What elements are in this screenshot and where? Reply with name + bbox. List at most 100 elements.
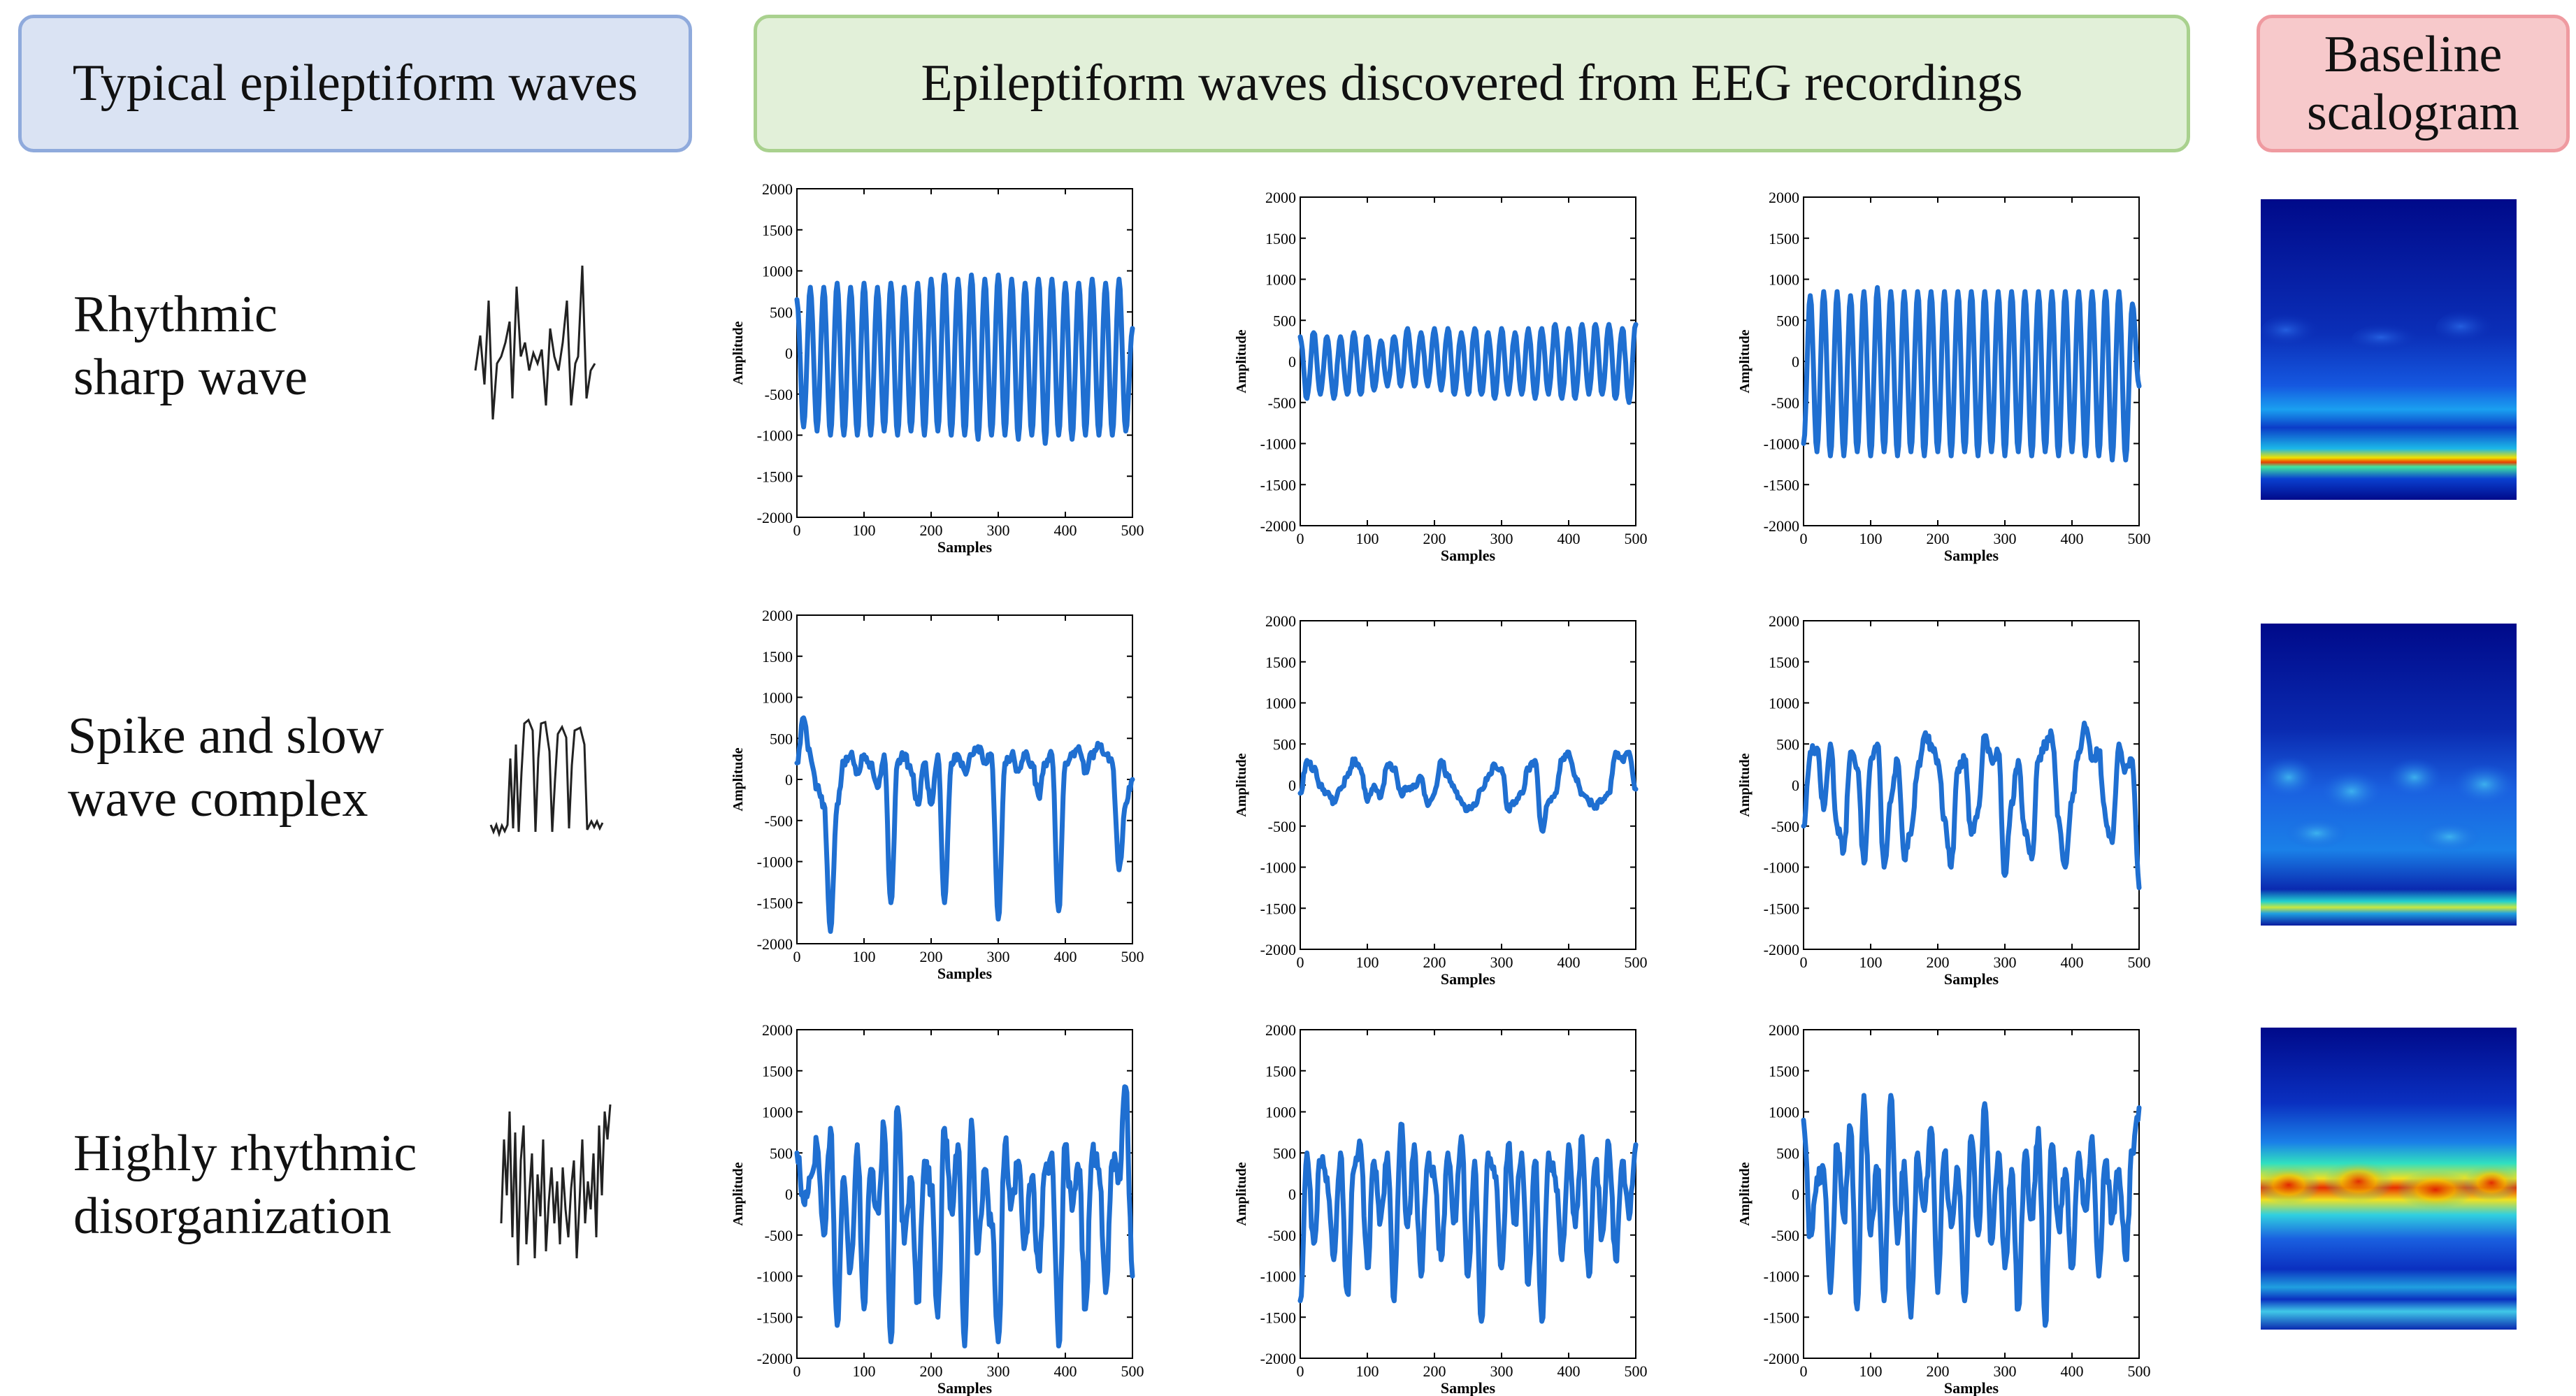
sketch-spike-slow-wave	[489, 718, 604, 837]
x-tick-label: 200	[1927, 954, 1950, 971]
y-tick-label: -2000	[757, 1350, 793, 1367]
x-tick-label: 500	[1625, 530, 1648, 547]
x-tick-label: 200	[920, 1362, 943, 1380]
x-tick-label: 100	[1356, 954, 1379, 971]
header-baseline-line1: Baseline	[2324, 25, 2503, 83]
scalogram-row-2	[2261, 624, 2517, 926]
row-label-2-line1: Spike and slow	[68, 707, 384, 765]
header-baseline-scalogram: Baseline scalogram	[2257, 15, 2570, 152]
x-tick-label: 0	[1297, 1362, 1304, 1380]
x-tick-label: 0	[793, 1362, 801, 1380]
x-tick-label: 300	[1994, 954, 2017, 971]
y-tick-label: -2000	[1260, 1350, 1296, 1367]
y-tick-label: 500	[1776, 1144, 1799, 1162]
x-tick-label: 500	[1625, 954, 1648, 971]
series-line	[1297, 749, 1639, 834]
plot-r2c2: 2000 1500 1000 500 0 -500 -1000 -1500 -2000 0 100 2…	[1223, 612, 1648, 988]
x-tick-label: 100	[853, 521, 876, 539]
y-tick-label: -1000	[1260, 436, 1296, 453]
row-label-1-line2: sharp wave	[73, 349, 308, 407]
x-tick-label: 200	[920, 521, 943, 539]
y-tick-label: -2000	[757, 935, 793, 953]
series-line	[794, 1084, 1135, 1348]
x-tick-label: 300	[1994, 1362, 2017, 1380]
y-tick-label: 0	[785, 771, 793, 789]
y-tick-label: 500	[770, 303, 793, 321]
y-tick-label: -1000	[1764, 859, 1799, 877]
y-tick-label: 2000	[762, 1021, 793, 1039]
plot-r3c2: 2000 1500 1000 500 0 -500 -1000 -1500 -2000 0 100 2…	[1223, 1021, 1648, 1396]
plot-r3c3: 2000 1500 1000 500 0 -500 -1000 -1500 -2000 0 100 2…	[1727, 1021, 2151, 1396]
y-tick-label: 2000	[1769, 612, 1799, 630]
x-tick-label: 0	[1800, 954, 1808, 971]
x-tick-label: 300	[987, 1362, 1010, 1380]
y-tick-label: -1500	[1260, 476, 1296, 494]
series-line	[1801, 1093, 2142, 1328]
x-tick-label: 500	[2128, 530, 2151, 547]
x-axis-label: Samples	[1944, 970, 1999, 988]
x-tick-label: 400	[1557, 530, 1581, 547]
x-tick-label: 400	[2061, 530, 2084, 547]
y-tick-label: -1000	[757, 854, 793, 871]
y-tick-label: -1500	[1764, 1309, 1799, 1326]
y-tick-label: 2000	[1769, 189, 1799, 206]
plot-r1c1: 2000 1500 1000 500 0 -500 -1000 -1500 -2000 0 100 2…	[720, 180, 1144, 556]
header-baseline-text: Baseline scalogram	[2307, 26, 2519, 142]
y-tick-label: -1500	[1260, 900, 1296, 917]
header-typical-waves: Typical epileptiform waves	[18, 15, 692, 152]
y-tick-label: 1500	[762, 222, 793, 239]
y-tick-label: 1000	[762, 1104, 793, 1121]
x-tick-label: 100	[1859, 530, 1883, 547]
y-tick-label: 0	[1792, 353, 1799, 370]
header-typical-text: Typical epileptiform waves	[72, 55, 638, 113]
y-tick-label: 500	[1273, 1144, 1296, 1162]
x-tick-label: 100	[853, 1362, 876, 1380]
y-tick-label: -1000	[757, 1268, 793, 1286]
x-axis-label: Samples	[1441, 1379, 1496, 1396]
x-tick-label: 500	[2128, 1362, 2151, 1380]
row-label-2: Spike and slow wave complex	[68, 705, 384, 831]
y-tick-label: -2000	[757, 509, 793, 526]
y-tick-label: 1500	[1265, 1063, 1296, 1080]
x-tick-label: 300	[1490, 530, 1513, 547]
y-tick-label: 500	[770, 730, 793, 747]
x-tick-label: 500	[1121, 948, 1144, 965]
y-tick-label: -1000	[1764, 1268, 1799, 1286]
x-axis-label: Samples	[937, 538, 993, 556]
y-tick-label: -500	[1268, 818, 1296, 835]
header-baseline-line2: scalogram	[2306, 83, 2520, 141]
x-tick-label: 400	[1557, 954, 1581, 971]
y-tick-label: 1500	[1769, 230, 1799, 247]
y-tick-label: 2000	[1265, 189, 1296, 206]
y-tick-label: -500	[1771, 1227, 1799, 1244]
y-tick-label: 500	[1273, 312, 1296, 329]
x-tick-label: 300	[1994, 530, 2017, 547]
scalogram-row-1	[2261, 199, 2517, 500]
x-tick-label: 200	[1927, 1362, 1950, 1380]
x-tick-label: 0	[1800, 530, 1808, 547]
row-label-2-line2: wave complex	[68, 770, 368, 828]
y-tick-label: -1500	[1260, 1309, 1296, 1326]
x-tick-label: 400	[1557, 1362, 1581, 1380]
plot-r2c3: 2000 1500 1000 500 0 -500 -1000 -1500 -2000 0 100 2…	[1727, 612, 2151, 988]
plot-r2c1: 2000 1500 1000 500 0 -500 -1000 -1500 -2000 0 100 2…	[720, 607, 1144, 982]
y-tick-label: -500	[765, 1227, 793, 1244]
sketch-hypsarrhythmia	[500, 1104, 612, 1266]
y-tick-label: 0	[1792, 777, 1799, 794]
y-tick-label: 2000	[762, 180, 793, 198]
y-tick-label: 2000	[1265, 1021, 1296, 1039]
series-line	[1801, 285, 2142, 463]
y-tick-label: -1000	[1260, 859, 1296, 877]
y-tick-label: -1000	[1764, 436, 1799, 453]
x-tick-label: 200	[1423, 1362, 1446, 1380]
row-label-1-line1: Rhythmic	[73, 286, 278, 343]
y-tick-label: 1500	[762, 648, 793, 665]
header-discovered-waves: Epileptiform waves discovered from EEG r…	[754, 15, 2190, 152]
x-axis-label: Samples	[937, 965, 993, 982]
y-tick-label: -500	[1771, 818, 1799, 835]
x-axis-label: Samples	[1944, 547, 1999, 564]
